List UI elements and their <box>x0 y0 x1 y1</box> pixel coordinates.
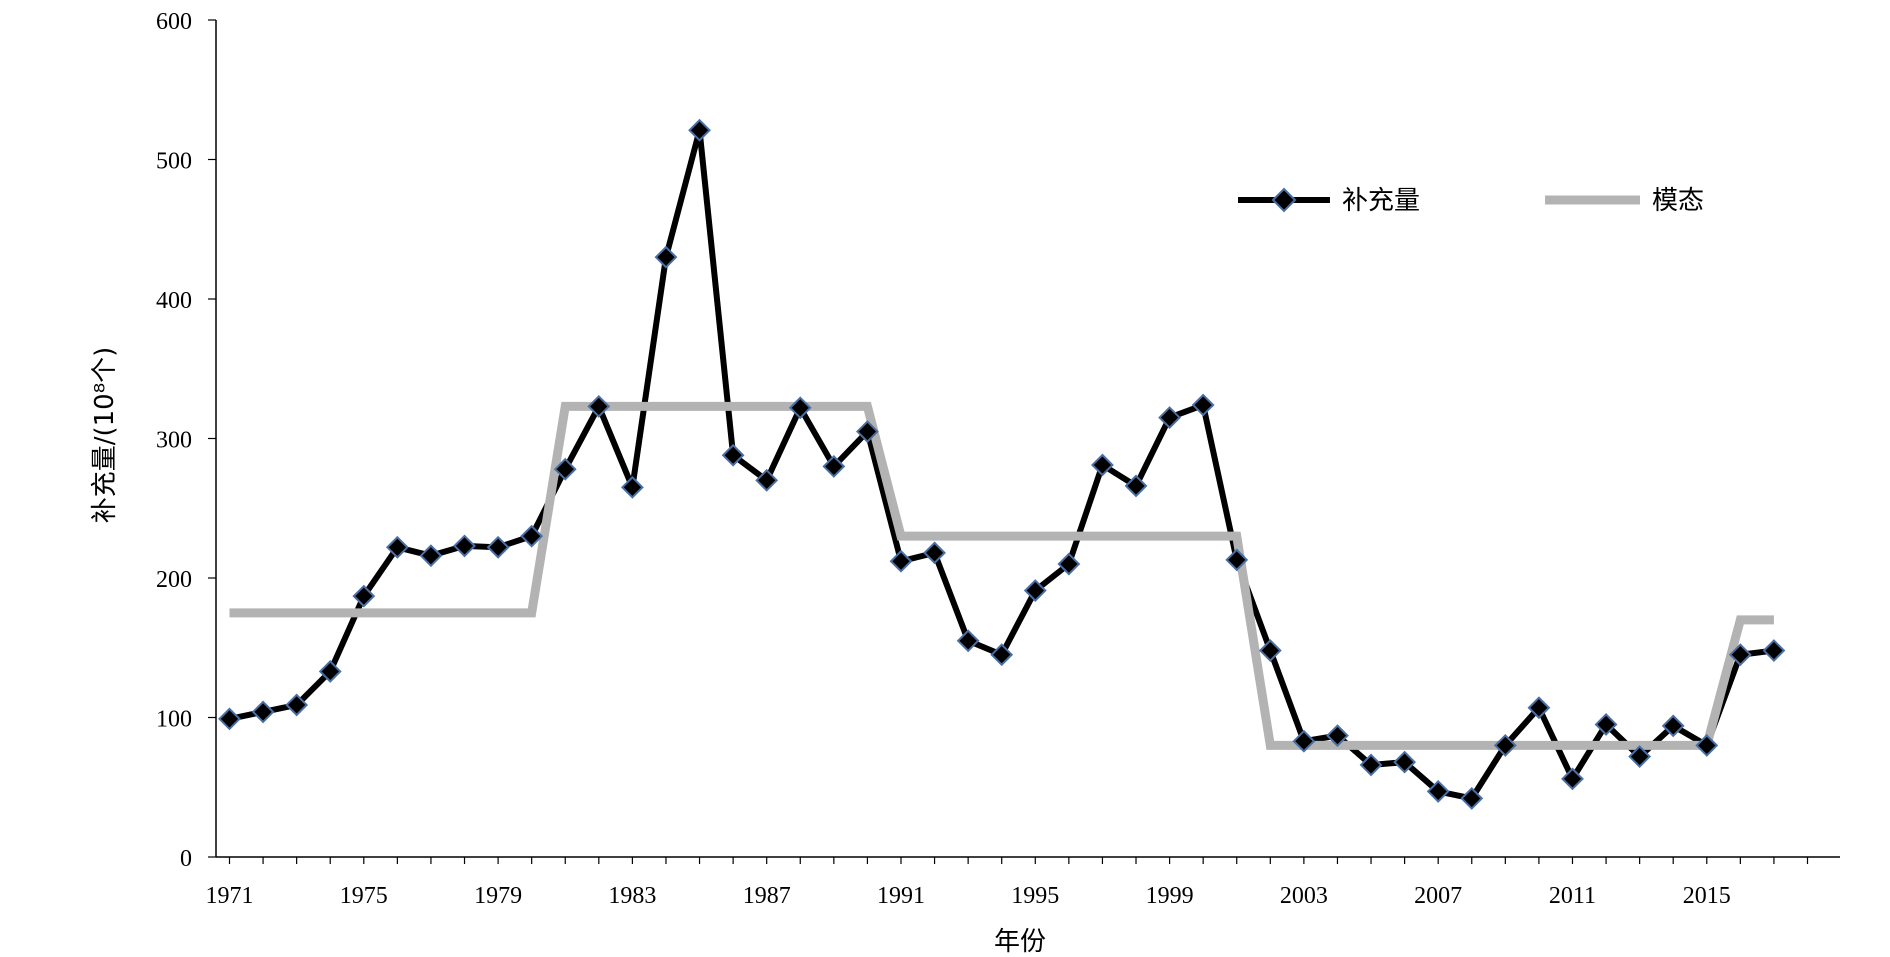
legend-label-mode: 模态 <box>1652 186 1704 216</box>
x-tick-label: 1995 <box>1011 883 1059 909</box>
x-tick-label: 1971 <box>206 883 254 909</box>
series-line-recruitment <box>228 127 1775 802</box>
data-point <box>788 396 812 420</box>
data-point <box>688 118 711 142</box>
data-point <box>553 457 577 481</box>
data-point <box>486 535 510 559</box>
data-point <box>654 245 678 269</box>
data-point <box>1561 767 1584 791</box>
x-tick-label: 2015 <box>1683 883 1731 909</box>
legend-label-recruitment: 补充量 <box>1342 186 1420 216</box>
data-point <box>856 420 879 443</box>
data-point <box>1695 733 1719 757</box>
x-tick-label: 2003 <box>1280 883 1328 909</box>
data-point <box>1225 548 1249 572</box>
data-point <box>1426 780 1450 803</box>
data-point <box>956 629 980 653</box>
data-point <box>1023 579 1047 602</box>
series-layer <box>218 118 1786 810</box>
data-point <box>1628 745 1652 768</box>
data-point <box>1728 643 1752 667</box>
x-tick-label: 1979 <box>474 883 522 909</box>
x-tick-labels: 1971 1975 1979 1983 1987 1991 1995 1999 2003 2007… <box>206 883 1731 909</box>
data-point <box>520 524 544 548</box>
x-tick-label: 1987 <box>743 883 791 909</box>
x-axis-title: 年份 <box>994 927 1046 957</box>
data-point <box>1661 714 1685 738</box>
data-point <box>755 468 779 492</box>
data-point <box>1460 786 1484 810</box>
data-point <box>1091 453 1114 477</box>
data-point <box>1191 393 1215 417</box>
data-point <box>1158 406 1181 429</box>
x-tick-label: 2011 <box>1549 883 1596 909</box>
data-point <box>419 544 443 568</box>
data-point <box>453 534 476 558</box>
data-point <box>1393 750 1417 774</box>
data-point <box>1124 474 1148 498</box>
data-point <box>822 454 846 478</box>
legend: 补充量 模态 <box>1238 186 1704 216</box>
legend-marker-recruitment <box>1271 187 1297 213</box>
data-point <box>1493 733 1517 757</box>
data-point <box>1326 724 1349 748</box>
y-tick-labels: 0 100 200 300 400 500 600 <box>156 9 192 872</box>
x-tick-label: 1975 <box>340 883 388 909</box>
data-point <box>923 541 946 565</box>
data-point <box>587 395 611 418</box>
y-tick-label: 0 <box>180 846 192 872</box>
data-point <box>385 535 409 559</box>
y-tick-label: 400 <box>156 288 192 314</box>
data-point <box>1762 639 1786 662</box>
data-point <box>352 584 376 608</box>
data-point <box>218 707 241 731</box>
y-axis-title: 补充量/(10⁸个) <box>90 347 120 524</box>
data-point <box>1258 639 1282 662</box>
data-point <box>1594 713 1618 736</box>
data-point <box>285 693 309 717</box>
y-tick-label: 200 <box>156 567 192 593</box>
y-tick-label: 100 <box>156 707 192 733</box>
x-tick-label: 1999 <box>1146 883 1194 909</box>
data-point <box>251 700 275 724</box>
data-point <box>889 549 913 573</box>
data-point <box>1359 753 1383 777</box>
y-tick-label: 600 <box>156 9 192 35</box>
x-tick-label: 2007 <box>1414 883 1462 909</box>
data-point <box>318 660 342 683</box>
axes <box>208 19 1840 864</box>
data-point <box>620 475 644 499</box>
x-tick-label: 1983 <box>608 883 656 909</box>
y-tick-label: 500 <box>156 149 192 175</box>
data-point <box>721 443 745 467</box>
data-point <box>1292 729 1316 753</box>
data-point <box>1527 696 1551 720</box>
data-point <box>1057 552 1081 576</box>
data-point <box>990 643 1014 667</box>
series-line-mode <box>229 401 1774 750</box>
x-tick-label: 1991 <box>877 883 925 909</box>
y-tick-label: 300 <box>156 428 192 454</box>
